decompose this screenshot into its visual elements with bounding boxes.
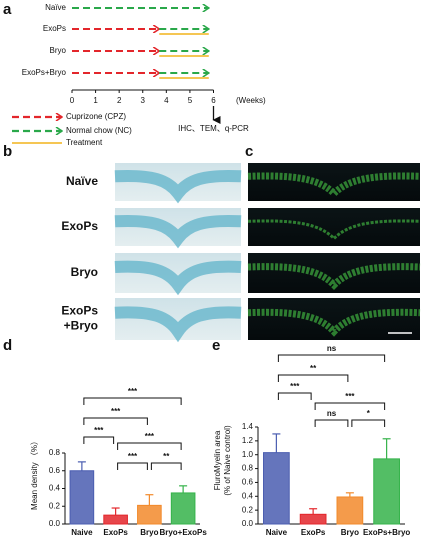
group-label: ExoPs — [43, 24, 66, 33]
fluoro-tract — [247, 172, 421, 199]
panel-label: c — [245, 143, 253, 160]
row-label: Naïve — [66, 174, 98, 188]
significance-bracket — [83, 436, 115, 444]
lfb-tract — [114, 169, 242, 204]
row-label: Bryo — [71, 265, 98, 279]
bar — [373, 458, 400, 525]
significance-label: ns — [327, 344, 337, 353]
panel-label: b — [3, 143, 12, 160]
lfb-tract — [114, 306, 242, 343]
panel-label: a — [3, 1, 12, 18]
significance-label: ** — [163, 452, 170, 461]
significance-bracket — [117, 462, 148, 470]
lfb-tract — [114, 214, 242, 249]
bar — [69, 470, 95, 525]
y-tick-label: 0.0 — [49, 519, 61, 528]
legend-label: Cuprizone (CPZ) — [66, 112, 126, 121]
x-tick-label: Naive — [71, 528, 93, 537]
lfb-tract — [114, 260, 242, 296]
significance-label: *** — [111, 407, 121, 416]
x-tick-label: Bryo — [341, 528, 359, 537]
panel-label: e — [212, 337, 220, 354]
legend-label: Treatment — [66, 138, 103, 147]
significance-bracket — [314, 419, 349, 427]
x-tick-label: Naive — [266, 528, 288, 537]
bar — [103, 514, 128, 525]
y-axis-title: (% of Naive control) — [223, 425, 232, 496]
y-tick-label: 1.0 — [242, 450, 254, 459]
significance-bracket — [117, 442, 182, 450]
bar — [263, 452, 290, 525]
significance-bracket — [351, 419, 386, 427]
y-tick-label: 0.2 — [49, 501, 61, 510]
fluoro-image — [248, 163, 420, 201]
y-tick-label: 0.0 — [242, 519, 254, 528]
x-tick-label: 0 — [70, 96, 75, 105]
x-tick-label: 3 — [141, 96, 146, 105]
y-tick-label: 0.8 — [242, 464, 254, 473]
panel-label: d — [3, 337, 12, 354]
significance-label: *** — [290, 382, 300, 391]
x-tick-label: 5 — [188, 96, 193, 105]
significance-bracket — [277, 374, 349, 382]
significance-label: ** — [310, 364, 317, 373]
bar — [170, 492, 196, 525]
y-axis-title: FluroMyelin area — [213, 430, 222, 490]
y-tick-label: 0.2 — [242, 505, 254, 514]
fluoro-tract — [247, 308, 421, 337]
y-tick-label: 1.2 — [242, 436, 254, 445]
y-tick-label: 0.4 — [242, 491, 254, 500]
significance-bracket — [150, 462, 182, 470]
fluoro-tract — [247, 219, 421, 241]
significance-label: *** — [145, 432, 155, 441]
group-label: ExoPs+Bryo — [22, 68, 67, 77]
significance-bracket — [83, 397, 182, 405]
significance-bracket — [277, 354, 386, 362]
y-tick-label: 0.6 — [242, 478, 254, 487]
fluoro-tract — [247, 263, 421, 290]
significance-bracket — [314, 402, 386, 410]
significance-label: * — [367, 409, 371, 418]
x-tick-label: 2 — [117, 96, 122, 105]
significance-bracket — [277, 392, 312, 400]
significance-label: ns — [327, 409, 337, 418]
bar — [336, 496, 364, 525]
axis-unit: (Weeks) — [236, 96, 266, 105]
significance-label: *** — [128, 387, 138, 396]
group-label: Bryo — [50, 46, 67, 55]
y-tick-label: 0.4 — [49, 484, 61, 493]
x-tick-label: ExoPs — [301, 528, 326, 537]
row-label: ExoPs — [61, 304, 98, 318]
x-tick-label: Bryo+ExoPs — [159, 528, 207, 537]
x-tick-label: Bryo — [140, 528, 158, 537]
group-label: Naïve — [45, 3, 66, 12]
row-label: ExoPs — [61, 219, 98, 233]
x-tick-label: 4 — [164, 96, 169, 105]
row-label: +Bryo — [64, 319, 98, 333]
x-tick-label: 6 — [211, 96, 216, 105]
y-tick-label: 0.8 — [49, 448, 61, 457]
bar — [137, 504, 162, 525]
x-tick-label: 1 — [93, 96, 98, 105]
x-tick-label: ExoPs — [103, 528, 128, 537]
significance-label: *** — [128, 452, 138, 461]
x-tick-label: ExoPs+Bryo — [363, 528, 410, 537]
y-axis-title: Mean density （%） — [30, 437, 39, 510]
significance-label: *** — [94, 426, 104, 435]
legend-label: Normal chow (NC) — [66, 126, 132, 135]
significance-bracket — [83, 417, 148, 425]
significance-label: *** — [345, 392, 355, 401]
y-tick-label: 1.4 — [242, 422, 254, 431]
bar — [299, 513, 327, 525]
y-tick-label: 0.6 — [49, 466, 61, 475]
fluoro-image — [248, 208, 420, 246]
endpoint-text: IHC、TEM、q-PCR — [178, 124, 249, 133]
